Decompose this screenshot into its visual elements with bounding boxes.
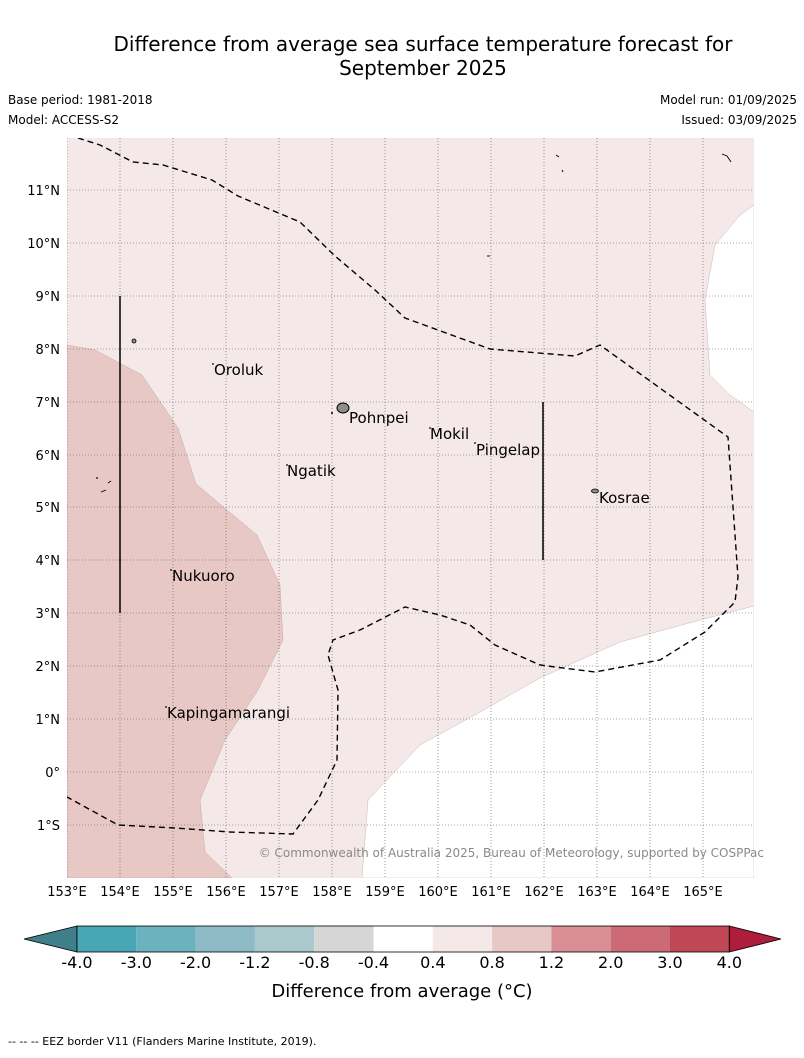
colorbar-segment [610,926,670,952]
lon-label: 163°E [577,885,617,900]
island-dot [165,706,167,708]
colorbar-extend-high [728,925,782,953]
place-label-kapingamarangi: Kapingamarangi [167,704,290,722]
lon-label: 162°E [524,885,564,900]
title-line-2: September 2025 [339,56,507,80]
near-average-area-southeast [361,605,754,878]
lon-label: 158°E [312,885,352,900]
colorbar-extend-low [23,925,78,953]
near-average-area-east [704,204,754,413]
lon-label: 161°E [471,885,511,900]
issued-date: Issued: 03/09/2025 [681,113,797,127]
lat-label: 5°N [36,501,61,516]
title: Difference from average sea surface temp… [0,32,804,80]
lon-label: 157°E [259,885,299,900]
lon-label: 154°E [100,885,140,900]
model-name: Model: ACCESS-S2 [8,113,120,127]
lon-label: 165°E [683,885,723,900]
colorbar-segment [136,926,196,952]
lat-label: 9°N [36,290,61,305]
place-labels: Oroluk Pohnpei Mokil Pingelap Ngatik Kos… [167,361,650,722]
colorbar-tick-label: 0.4 [420,953,445,972]
lat-label: 1°S [37,819,60,834]
colorbar-segment [373,926,433,952]
island-dot [96,477,98,479]
copyright-notice: © Commonwealth of Australia 2025, Bureau… [259,846,764,860]
place-label-pohnpei: Pohnpei [349,409,409,427]
colorbar-tick-label: 4.0 [717,953,742,972]
colorbar-tick-label: -2.0 [180,953,211,972]
island-marks [555,154,564,173]
colorbar: -4.0 -3.0 -2.0 -1.2 -0.8 -0.4 0.4 0.8 1.… [23,925,782,1002]
lat-label: 4°N [36,554,61,569]
colorbar-tick-label: 1.2 [539,953,564,972]
colorbar-tick-label: -4.0 [61,953,92,972]
lat-label: 2°N [36,660,61,675]
lat-label: 1°N [36,713,61,728]
lon-label: 164°E [630,885,670,900]
lat-label: 8°N [36,343,61,358]
island-dot [286,464,288,466]
colorbar-tick-label: -0.8 [299,953,330,972]
island-shape [131,338,137,344]
anomaly-fill-0.8-1.2 [67,344,284,878]
longitude-labels: 153°E 154°E 155°E 156°E 157°E 158°E 159°… [47,885,723,900]
colorbar-segment [551,926,611,952]
colorbar-tick-label: -3.0 [121,953,152,972]
island-dot [212,363,214,365]
colorbar-tick-label: 2.0 [598,953,623,972]
kosrae-island-shape [591,488,599,494]
lat-label: 11°N [27,184,60,199]
lat-label: 7°N [36,396,61,411]
colorbar-segment [254,926,315,952]
lon-label: 155°E [153,885,193,900]
lon-label: 159°E [365,885,405,900]
place-label-mokil: Mokil [430,425,469,443]
island-dot [331,412,333,414]
place-label-kosrae: Kosrae [599,489,650,507]
base-period: Base period: 1981-2018 [8,93,153,107]
colorbar-tick-label: -1.2 [239,953,270,972]
colorbar-segment [432,926,493,952]
lat-label: 10°N [27,237,60,252]
island-marks [721,153,732,163]
lat-label: 0° [45,766,60,781]
island-marks [100,480,112,493]
lon-label: 156°E [206,885,246,900]
colorbar-segment [195,926,255,952]
islands [96,153,732,708]
colorbar-segment [670,926,730,952]
colorbar-segment [77,926,137,952]
colorbar-tick-label: 3.0 [657,953,682,972]
latitude-labels: 11°N 10°N 9°N 8°N 7°N 6°N 5°N 4°N 3°N 2°… [27,184,60,834]
island-dot [170,569,172,571]
lon-label: 160°E [418,885,458,900]
colorbar-ticks: -4.0 -3.0 -2.0 -1.2 -0.8 -0.4 0.4 0.8 1.… [61,953,742,972]
colorbar-segment [314,926,374,952]
colorbar-tick-label: 0.8 [479,953,504,972]
eez-border-line [67,138,739,835]
lat-label: 6°N [36,449,61,464]
colorbar-tick-label: -0.4 [358,953,389,972]
model-run: Model run: 01/09/2025 [659,93,797,107]
colorbar-segment [492,926,552,952]
colorbar-label: Difference from average (°C) [271,981,532,1002]
place-label-oroluk: Oroluk [214,361,263,379]
lat-label: 3°N [36,607,61,622]
island-dot [429,427,431,429]
lon-label: 153°E [47,885,87,900]
title-line-1: Difference from average sea surface temp… [113,32,733,56]
eez-footnote: -- -- -- EEZ border V11 (Flanders Marine… [8,1035,317,1048]
eez-border [67,138,739,835]
pohnpei-island-shape [336,402,350,414]
map-area [67,138,754,878]
colorbar-outline [76,925,730,953]
island-dot [474,442,476,444]
place-label-pingelap: Pingelap [476,441,540,459]
place-label-ngatik: Ngatik [287,462,336,480]
place-label-nukuoro: Nukuoro [172,567,235,585]
